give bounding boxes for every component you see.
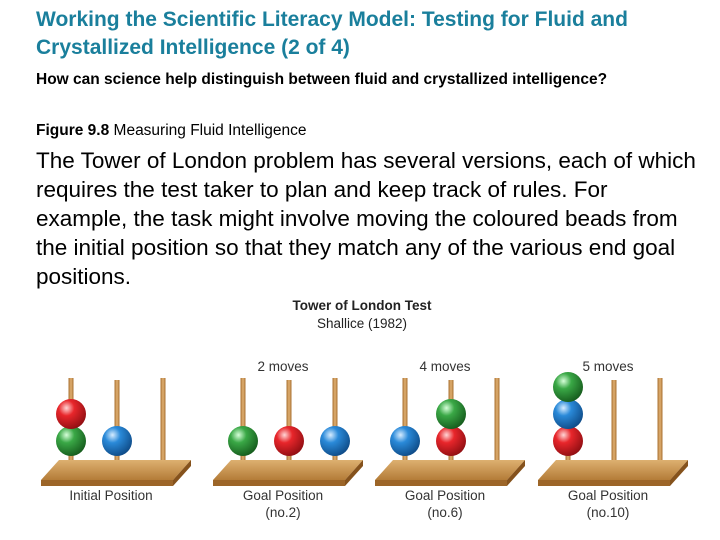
base-board-front (213, 480, 345, 486)
figure-caption: Figure 9.8 Measuring Fluid Intelligence (36, 122, 307, 140)
body-paragraph: The Tower of London problem has several … (36, 148, 696, 289)
peg (402, 378, 408, 466)
green-bead (56, 426, 86, 456)
peg (494, 378, 500, 466)
slide-question: How can science help distinguish between… (36, 71, 608, 88)
red-bead (436, 426, 466, 456)
position-label: Goal Position (568, 488, 648, 503)
diagram-panels: Initial Position 2 moves Goal Position (no.… (41, 359, 688, 520)
moves-label: 2 moves (257, 359, 308, 374)
base-board-front (375, 480, 507, 486)
green-bead (228, 426, 258, 456)
slide-title: Working the Scientific Literacy Model: T… (36, 8, 628, 59)
position-label: Goal Position (243, 488, 323, 503)
red-bead (56, 399, 86, 429)
base-board (41, 460, 191, 480)
base-board-side (345, 460, 363, 486)
blue-bead (390, 426, 420, 456)
red-bead (274, 426, 304, 456)
moves-label: 5 moves (582, 359, 633, 374)
diagram-subtitle: Shallice (1982) (317, 316, 407, 331)
green-bead (436, 399, 466, 429)
base-board-side (507, 460, 525, 486)
blue-bead (553, 399, 583, 429)
peg (240, 378, 246, 466)
red-bead (553, 426, 583, 456)
peg (160, 378, 166, 466)
green-bead (553, 372, 583, 402)
figure-label: Figure 9.8 (36, 122, 110, 139)
moves-label: 4 moves (419, 359, 470, 374)
peg (114, 380, 120, 466)
blue-bead (320, 426, 350, 456)
peg (332, 378, 338, 466)
tower-panel: Initial Position (41, 378, 191, 503)
tower-panel: 4 moves Goal Position (no.6) (375, 359, 525, 520)
tower-panel: 2 moves Goal Position (no.2) (213, 359, 363, 520)
base-board (375, 460, 525, 480)
base-board (213, 460, 363, 480)
position-label: Initial Position (69, 488, 152, 503)
peg (611, 380, 617, 466)
diagram-title: Tower of London Test (293, 298, 432, 313)
figure-title: Measuring Fluid Intelligence (113, 122, 307, 139)
base-board-side (670, 460, 688, 486)
tower-panel: 5 moves Goal Position (no.10) (538, 359, 688, 520)
base-board-front (538, 480, 670, 486)
position-label: Goal Position (405, 488, 485, 503)
peg (657, 378, 663, 466)
base-board-side (173, 460, 191, 486)
base-board-front (41, 480, 173, 486)
position-number-label: (no.6) (427, 505, 462, 520)
blue-bead (102, 426, 132, 456)
position-number-label: (no.2) (265, 505, 300, 520)
peg (286, 380, 292, 466)
base-board (538, 460, 688, 480)
position-number-label: (no.10) (587, 505, 630, 520)
